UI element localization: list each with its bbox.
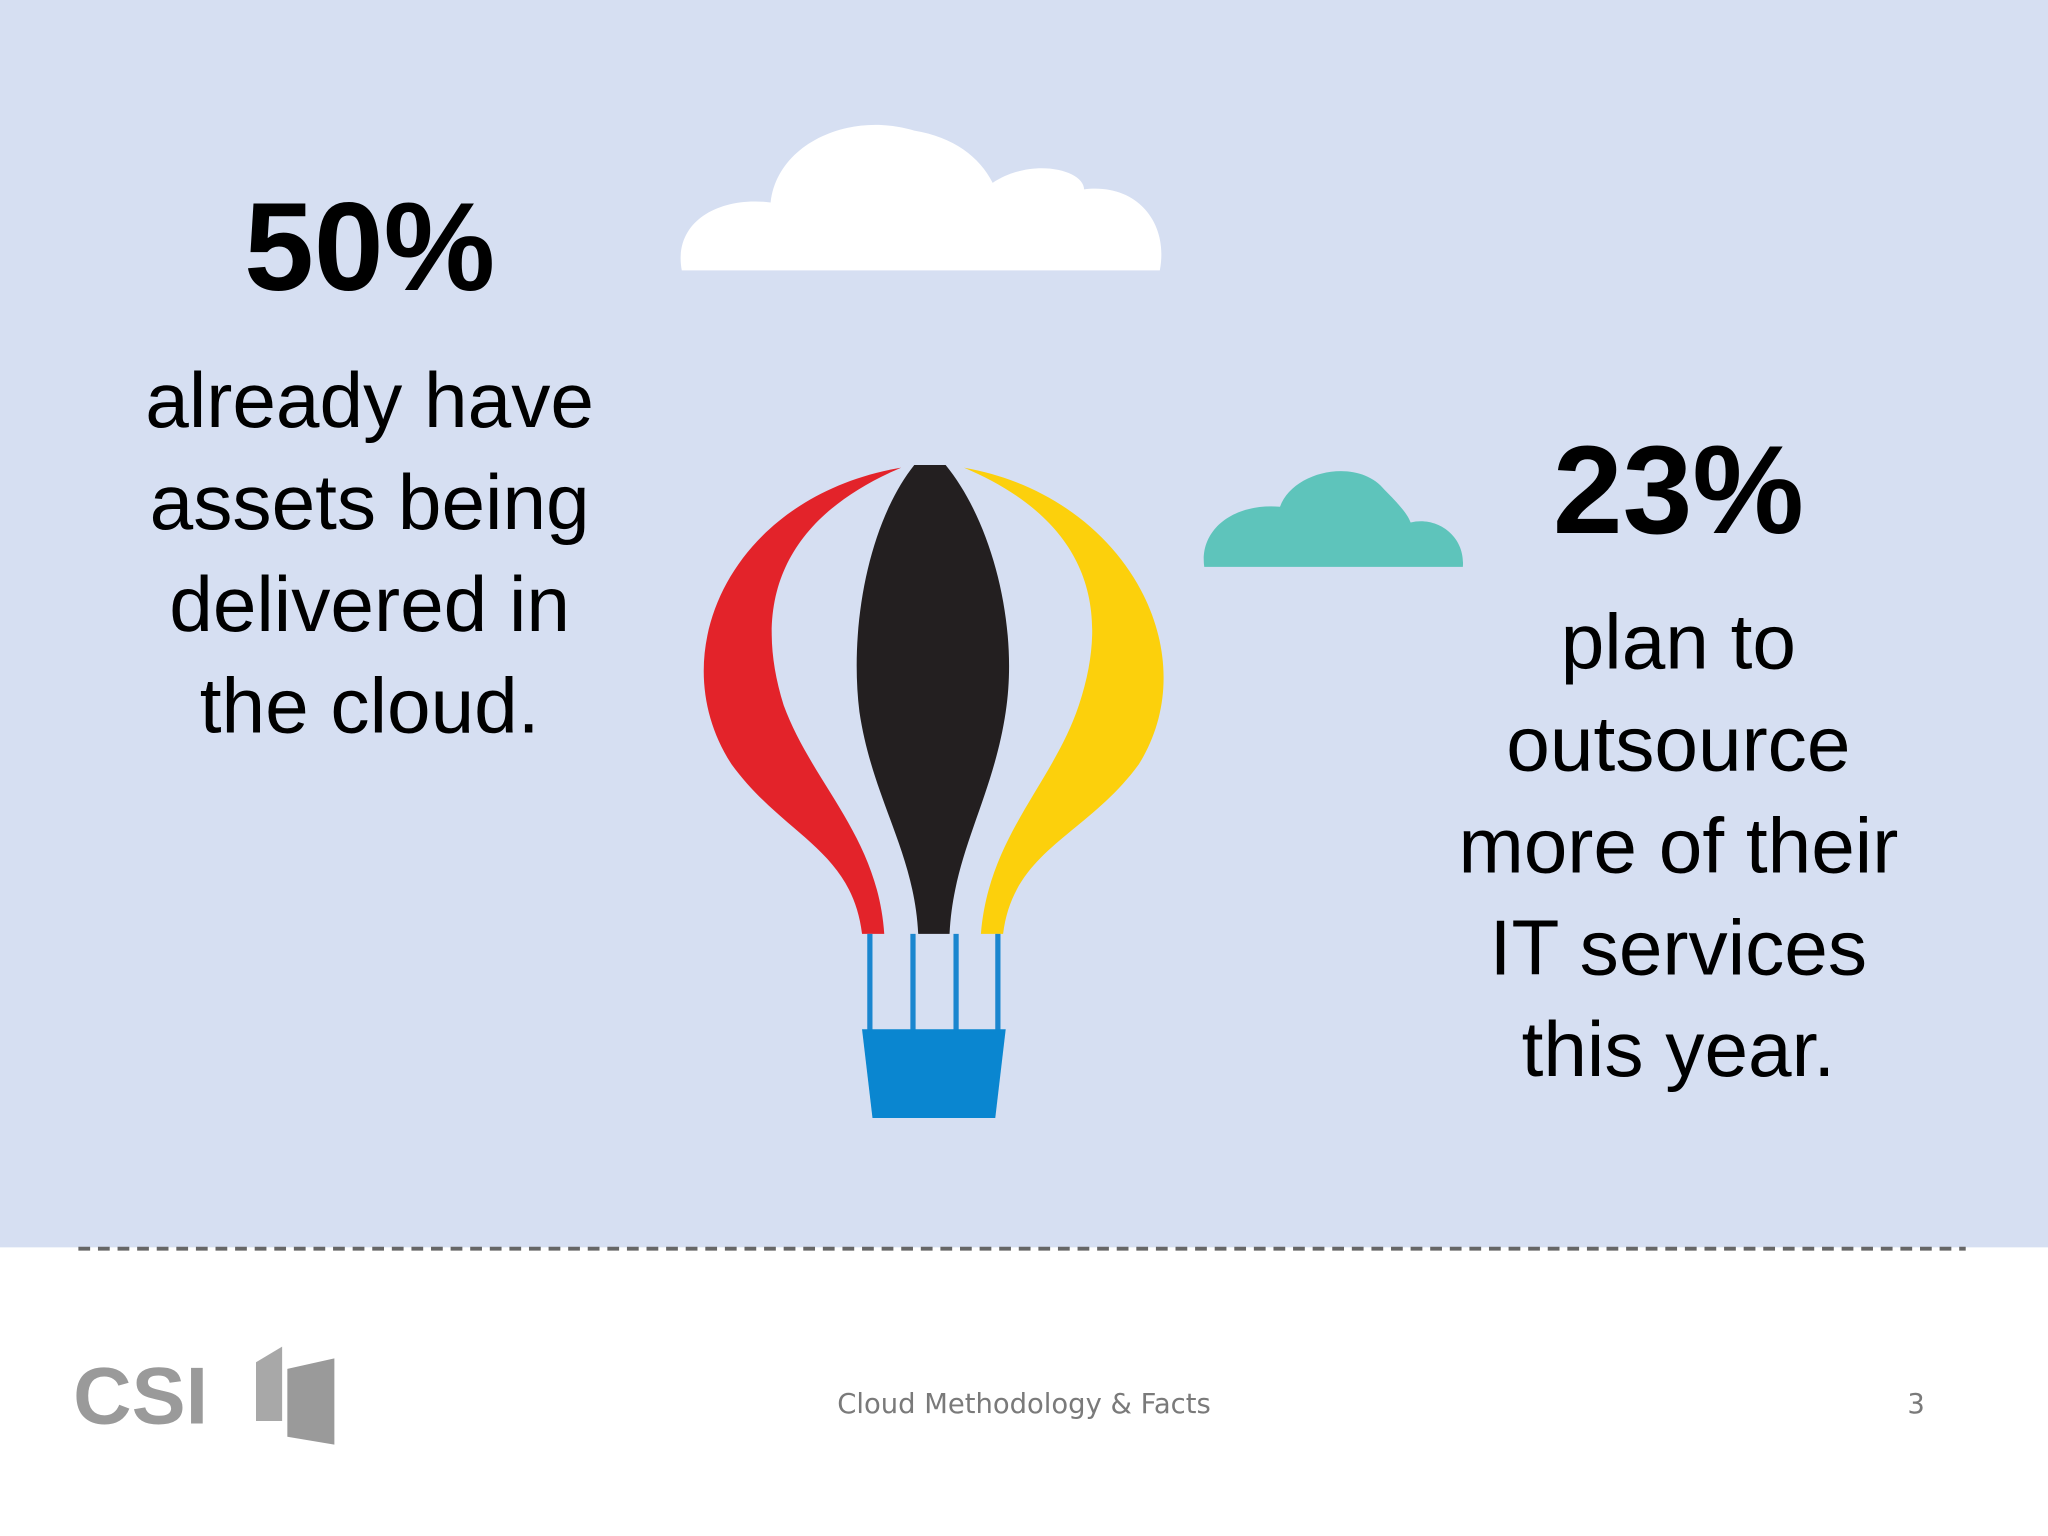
stat-text: plan to (1561, 598, 1796, 686)
cloud-small (1203, 471, 1464, 567)
logo: CSI (73, 1346, 335, 1445)
stat-value: 23% (1553, 419, 1804, 560)
logo-text: CSI (73, 1352, 208, 1442)
balloon-black (856, 464, 1010, 934)
footer-title: Cloud Methodology & Facts (837, 1389, 1210, 1420)
balloon (703, 464, 1164, 1119)
stat-value: 50% (244, 176, 495, 317)
stat-text: more of their (1458, 801, 1898, 889)
stat-text: already have (145, 356, 594, 444)
stat-text: delivered in (169, 560, 570, 648)
stat-text: assets being (150, 458, 590, 546)
balloon-yellow (963, 467, 1164, 934)
basket (862, 1029, 1006, 1119)
stat-text: this year. (1522, 1005, 1836, 1093)
cloud (680, 124, 1162, 271)
stat-text: outsource (1506, 700, 1850, 788)
balloon-red (703, 467, 902, 934)
page-number: 3 (1907, 1389, 1924, 1420)
stat-text: the cloud. (200, 662, 540, 750)
logo-shape (287, 1358, 335, 1445)
logo-shape (256, 1346, 283, 1422)
stat-text: IT services (1490, 903, 1867, 991)
